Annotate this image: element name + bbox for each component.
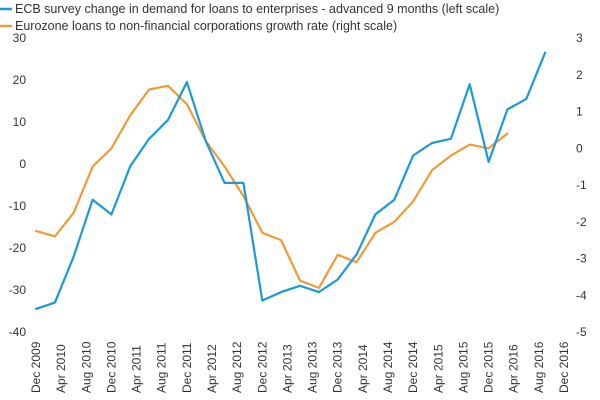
right-tick-label: -4: [576, 288, 587, 302]
left-tick-label: -10: [9, 199, 27, 213]
left-tick-label: 10: [13, 115, 27, 129]
left-y-axis: -40 -30 -20 -10 0 10 20 30: [9, 31, 27, 339]
x-tick-label: Dec 2016: [557, 341, 571, 393]
right-tick-label: 1: [576, 105, 583, 119]
x-tick-label: Dec 2010: [104, 341, 118, 393]
x-tick-label: Dec 2009: [29, 341, 43, 393]
x-tick-label: Aug 2015: [456, 341, 470, 393]
x-tick-label: Apr 2015: [431, 344, 445, 393]
left-tick-label: 20: [13, 73, 27, 87]
x-tick-label: Apr 2012: [205, 344, 219, 393]
x-tick-label: Aug 2011: [155, 342, 169, 393]
x-tick-label: Apr 2013: [280, 344, 294, 393]
x-axis: Dec 2009 Apr 2010 Aug 2010 Dec 2010 Apr 2011…: [29, 341, 571, 393]
x-tick-label: Aug 2010: [79, 341, 93, 393]
x-tick-label: Apr 2011: [130, 345, 144, 393]
x-tick-label: Dec 2014: [406, 341, 420, 393]
x-tick-label: Aug 2012: [230, 341, 244, 393]
right-tick-label: -3: [576, 252, 587, 266]
left-tick-label: -40: [9, 325, 27, 339]
series-line-left: [34, 51, 547, 310]
x-tick-label: Apr 2016: [507, 344, 521, 393]
right-tick-label: -5: [576, 325, 587, 339]
x-tick-label: Apr 2014: [356, 344, 370, 393]
right-tick-label: 0: [576, 141, 583, 155]
x-tick-label: Aug 2013: [306, 341, 320, 393]
right-tick-label: 2: [576, 68, 583, 82]
x-tick-label: Aug 2014: [381, 341, 395, 393]
series-lines: [34, 51, 547, 310]
right-tick-label: 3: [576, 31, 583, 45]
right-y-axis: -5 -4 -3 -2 -1 0 1 2 3: [576, 31, 587, 339]
chart-legend: ECB survey change in demand for loans to…: [0, 2, 499, 33]
x-tick-label: Dec 2015: [482, 341, 496, 393]
left-tick-label: -20: [9, 241, 27, 255]
right-tick-label: -2: [576, 215, 587, 229]
left-tick-label: -30: [9, 283, 27, 297]
legend-label: ECB survey change in demand for loans to…: [15, 2, 499, 16]
x-tick-label: Dec 2012: [255, 341, 269, 393]
legend-label: Eurozone loans to non-financial corporat…: [15, 19, 397, 33]
right-tick-label: -1: [576, 178, 587, 192]
x-tick-label: Dec 2013: [331, 341, 345, 393]
series-line-right: [34, 84, 509, 289]
left-tick-label: 30: [13, 31, 27, 45]
x-tick-label: Aug 2016: [532, 341, 546, 393]
x-tick-label: Apr 2010: [54, 344, 68, 393]
x-tick-label: Dec 2011: [180, 342, 194, 393]
left-tick-label: 0: [19, 157, 26, 171]
